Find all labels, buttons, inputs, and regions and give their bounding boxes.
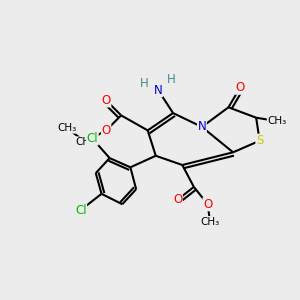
Text: O: O xyxy=(101,124,111,137)
Text: H: H xyxy=(167,73,175,86)
Text: O: O xyxy=(173,193,182,206)
Text: N: N xyxy=(154,83,163,97)
Text: N: N xyxy=(197,120,206,134)
Text: O: O xyxy=(101,94,111,107)
Text: CH₃: CH₃ xyxy=(267,116,286,126)
Text: Cl: Cl xyxy=(86,132,98,145)
Text: Cl: Cl xyxy=(75,203,87,217)
Text: H: H xyxy=(140,76,148,90)
Text: CH₃: CH₃ xyxy=(200,217,220,226)
Text: O: O xyxy=(203,198,212,211)
Text: CH₃: CH₃ xyxy=(57,123,76,133)
Text: S: S xyxy=(256,134,263,147)
Text: O: O xyxy=(236,81,244,94)
Text: CH₂: CH₂ xyxy=(76,137,95,147)
